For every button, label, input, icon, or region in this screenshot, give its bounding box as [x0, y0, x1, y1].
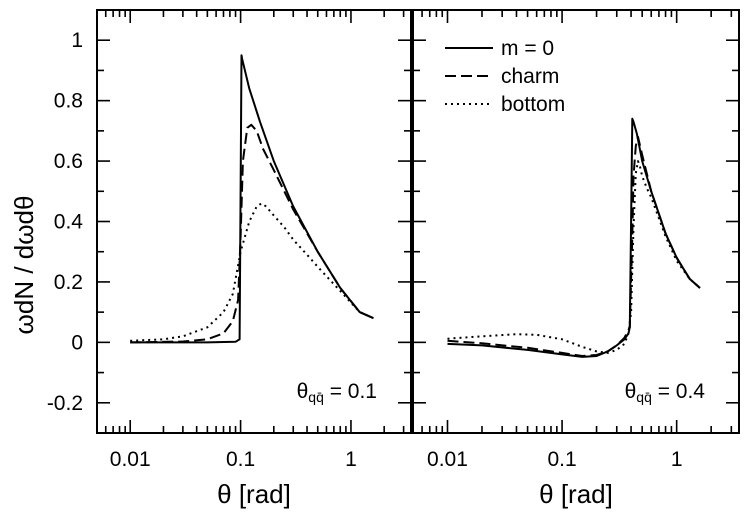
legend: m = 0 charm bottom: [445, 37, 565, 116]
left-panel: 0.01 0.1 1 -0.2 0 0.2 0.4 0.6 0.8 1 θ [rad] θqq̄ = …: [47, 9, 412, 509]
x-axis-title: θ [rad]: [217, 479, 291, 509]
series-charm-line: [130, 123, 374, 344]
x-tick-label: 0.01: [110, 448, 151, 471]
y-tick-label: 0.4: [54, 211, 84, 234]
series-charm-line: [447, 135, 701, 357]
y-tick-label: -0.2: [47, 392, 83, 415]
legend-label: charm: [501, 65, 559, 88]
theta-annotation: θqq̄ = 0.1: [297, 380, 377, 405]
x-tick-label: 0.01: [427, 448, 468, 471]
x-tick-label: 0.1: [226, 448, 255, 471]
plot-frame: [96, 9, 412, 434]
x-tick-label: 1: [345, 448, 357, 471]
theta-annotation: θqq̄ = 0.4: [625, 380, 706, 405]
series-bottom-line: [447, 160, 701, 354]
x-tick-label: 1: [671, 448, 683, 471]
x-axis-title: θ [rad]: [539, 479, 613, 509]
y-axis-title: ωdN / dωdθ: [9, 196, 39, 335]
series-bottom-line: [130, 202, 374, 342]
x-tick-label: 0.1: [547, 448, 576, 471]
y-tick-label: 0.6: [54, 150, 83, 173]
series-m-0-line: [130, 54, 374, 344]
right-panel: 0.01 0.1 1 θ [rad] θqq̄ = 0.4 m = 0 charm botto…: [412, 9, 740, 509]
y-tick-label: 0.2: [54, 271, 83, 294]
y-tick-label: 0: [71, 331, 83, 354]
y-tick-label: 1: [71, 29, 83, 52]
series-m-0-line: [447, 117, 701, 358]
y-tick-label: 0.8: [54, 90, 83, 113]
plot-frame: [412, 9, 740, 434]
legend-label: m = 0: [501, 37, 554, 60]
legend-label: bottom: [501, 93, 565, 116]
